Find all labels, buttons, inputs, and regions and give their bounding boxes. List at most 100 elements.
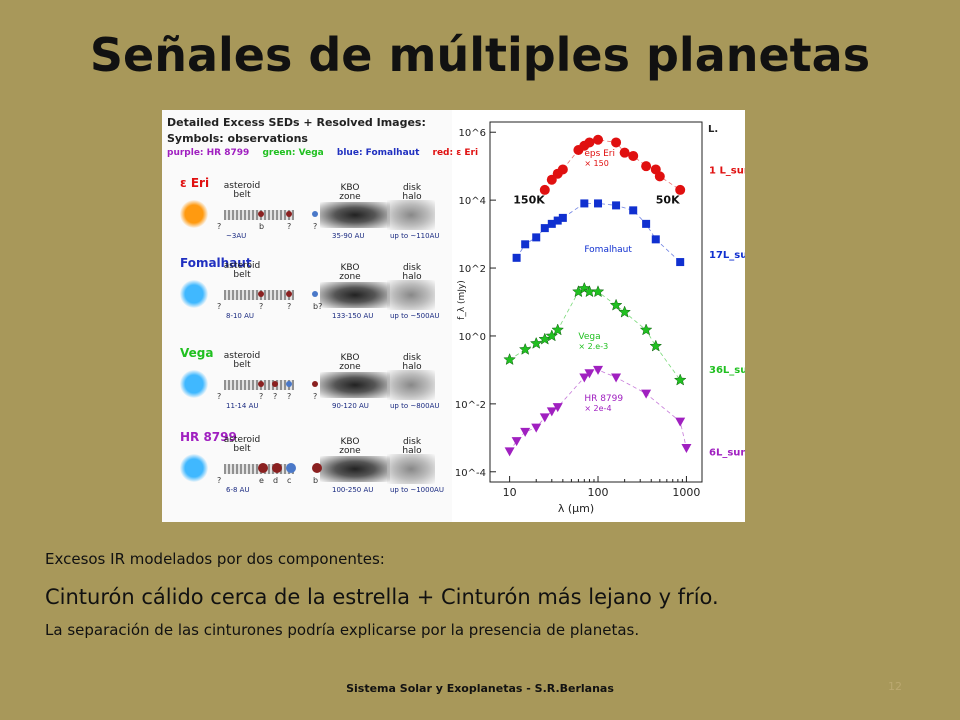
- star-icon: [180, 200, 208, 228]
- series-luminosity: 1 L_sun: [709, 166, 745, 177]
- data-point: [546, 407, 557, 417]
- y-tick-label: 10^2: [459, 264, 486, 275]
- asteroid-belt-label: asteroid belt: [223, 181, 261, 200]
- data-point: [551, 323, 565, 336]
- halo-au-label: up to ~800AU: [390, 402, 440, 410]
- data-point: [594, 199, 603, 208]
- planet-label: ?: [217, 302, 222, 311]
- body-text-line2: Cinturón cálido cerca de la estrella + C…: [45, 585, 719, 609]
- figure-header-2: Symbols: observations: [167, 132, 308, 145]
- belt-au-label: ~3AU: [226, 232, 247, 240]
- data-point: [553, 216, 562, 225]
- x-axis-label: λ (μm): [558, 502, 594, 515]
- kbo-au-label: 133-150 AU: [332, 312, 374, 320]
- asteroid-belt-label: asteroid belt: [223, 351, 261, 370]
- planet-icon: [312, 381, 318, 387]
- data-point: [558, 213, 567, 222]
- system-name: Vega: [180, 346, 214, 360]
- body-text-line1: Excesos IR modelados por dos componentes…: [45, 550, 385, 568]
- kbo-zone: [320, 456, 390, 482]
- planet-icon: [272, 463, 282, 473]
- disk-halo: [387, 370, 435, 400]
- data-point: [531, 423, 542, 433]
- data-point: [611, 373, 622, 383]
- kbo-zone-label: KBO zone: [339, 263, 361, 282]
- slide-footer: Sistema Solar y Exoplanetas - S.R.Berlan…: [346, 682, 614, 695]
- kbo-zone: [320, 282, 390, 308]
- kbo-zone-label: KBO zone: [339, 437, 361, 456]
- model-curve: [509, 369, 687, 452]
- system-name: HR 8799: [180, 430, 237, 444]
- y-tick-label: 10^0: [459, 332, 486, 343]
- system-name: ε Eri: [180, 176, 210, 190]
- halo-au-label: up to ~500AU: [390, 312, 440, 320]
- data-point: [580, 199, 589, 208]
- legend-item-vega: green: Vega: [262, 148, 324, 158]
- kbo-zone-label: KBO zone: [339, 353, 361, 372]
- disk-halo: [387, 454, 435, 484]
- disk-halo-label: disk halo: [402, 263, 422, 282]
- planet-label: ?: [287, 392, 292, 401]
- data-point: [642, 219, 651, 228]
- planet-icon: [258, 291, 264, 297]
- series-luminosity: 17L_sun: [709, 250, 745, 261]
- plot-frame: [489, 121, 703, 483]
- planet-label: ?: [287, 302, 292, 311]
- data-point: [641, 161, 652, 172]
- data-point: [539, 413, 550, 423]
- y-tick-label: 10^4: [459, 196, 486, 207]
- planet-label: c: [287, 476, 292, 485]
- figure-header-1: Detailed Excess SEDs + Resolved Images:: [167, 116, 426, 129]
- planet-icon: [312, 291, 318, 297]
- kbo-au-label: 90-120 AU: [332, 402, 369, 410]
- data-point: [539, 184, 550, 195]
- kbo-zone: [320, 372, 390, 398]
- data-point: [681, 444, 692, 454]
- planet-icon: [286, 211, 292, 217]
- kbo-zone: [320, 202, 390, 228]
- planet-label: ?: [217, 222, 222, 231]
- belt-au-label: 11-14 AU: [226, 402, 259, 410]
- data-point: [529, 336, 543, 349]
- y-tick-label: 10^-2: [455, 400, 486, 411]
- series-luminosity: 6L_sun: [709, 448, 745, 459]
- slide-title: Señales de múltiples planetas: [89, 28, 871, 82]
- data-point: [675, 417, 686, 427]
- planet-icon: [258, 211, 264, 217]
- annotation-50k: 50K: [656, 193, 680, 206]
- planet-icon: [286, 381, 292, 387]
- star-icon: [180, 280, 208, 308]
- disk-halo-label: disk halo: [402, 353, 422, 372]
- planet-icon: [258, 381, 264, 387]
- data-point: [593, 365, 604, 375]
- x-tick-label: 10: [503, 486, 517, 499]
- planet-label: ?: [313, 392, 318, 401]
- planet-label: ?: [217, 392, 222, 401]
- halo-au-label: up to ~1000AU: [390, 486, 444, 494]
- y-axis-label: f_λ (mJy): [457, 280, 467, 320]
- series-scale-note: × 2e-4: [584, 404, 611, 413]
- kbo-zone-label: KBO zone: [339, 183, 361, 202]
- planet-icon: [312, 463, 322, 473]
- x-tick-label: 100: [588, 486, 609, 499]
- star-icon: [180, 454, 208, 482]
- x-tick-label: 1000: [672, 486, 700, 499]
- planet-icon: [286, 291, 292, 297]
- data-point: [545, 329, 559, 342]
- data-point: [512, 253, 521, 262]
- data-point: [591, 285, 605, 298]
- planet-label: b: [259, 222, 265, 231]
- disk-halo: [387, 280, 435, 310]
- planet-label: d: [273, 476, 279, 485]
- data-point: [540, 224, 549, 233]
- series-scale-note: × 2.e-3: [578, 342, 608, 351]
- data-point: [612, 201, 621, 210]
- resolved-images-panel: Detailed Excess SEDs + Resolved Images: …: [162, 110, 478, 522]
- planet-label: b?: [313, 302, 323, 311]
- series-label: Fomalhaut: [584, 245, 632, 255]
- data-point: [504, 447, 515, 457]
- belt-au-label: 8-10 AU: [226, 312, 255, 320]
- annotation-150k: 150K: [513, 193, 545, 206]
- data-point: [641, 389, 652, 399]
- series-luminosity: 36L_sun: [709, 365, 745, 376]
